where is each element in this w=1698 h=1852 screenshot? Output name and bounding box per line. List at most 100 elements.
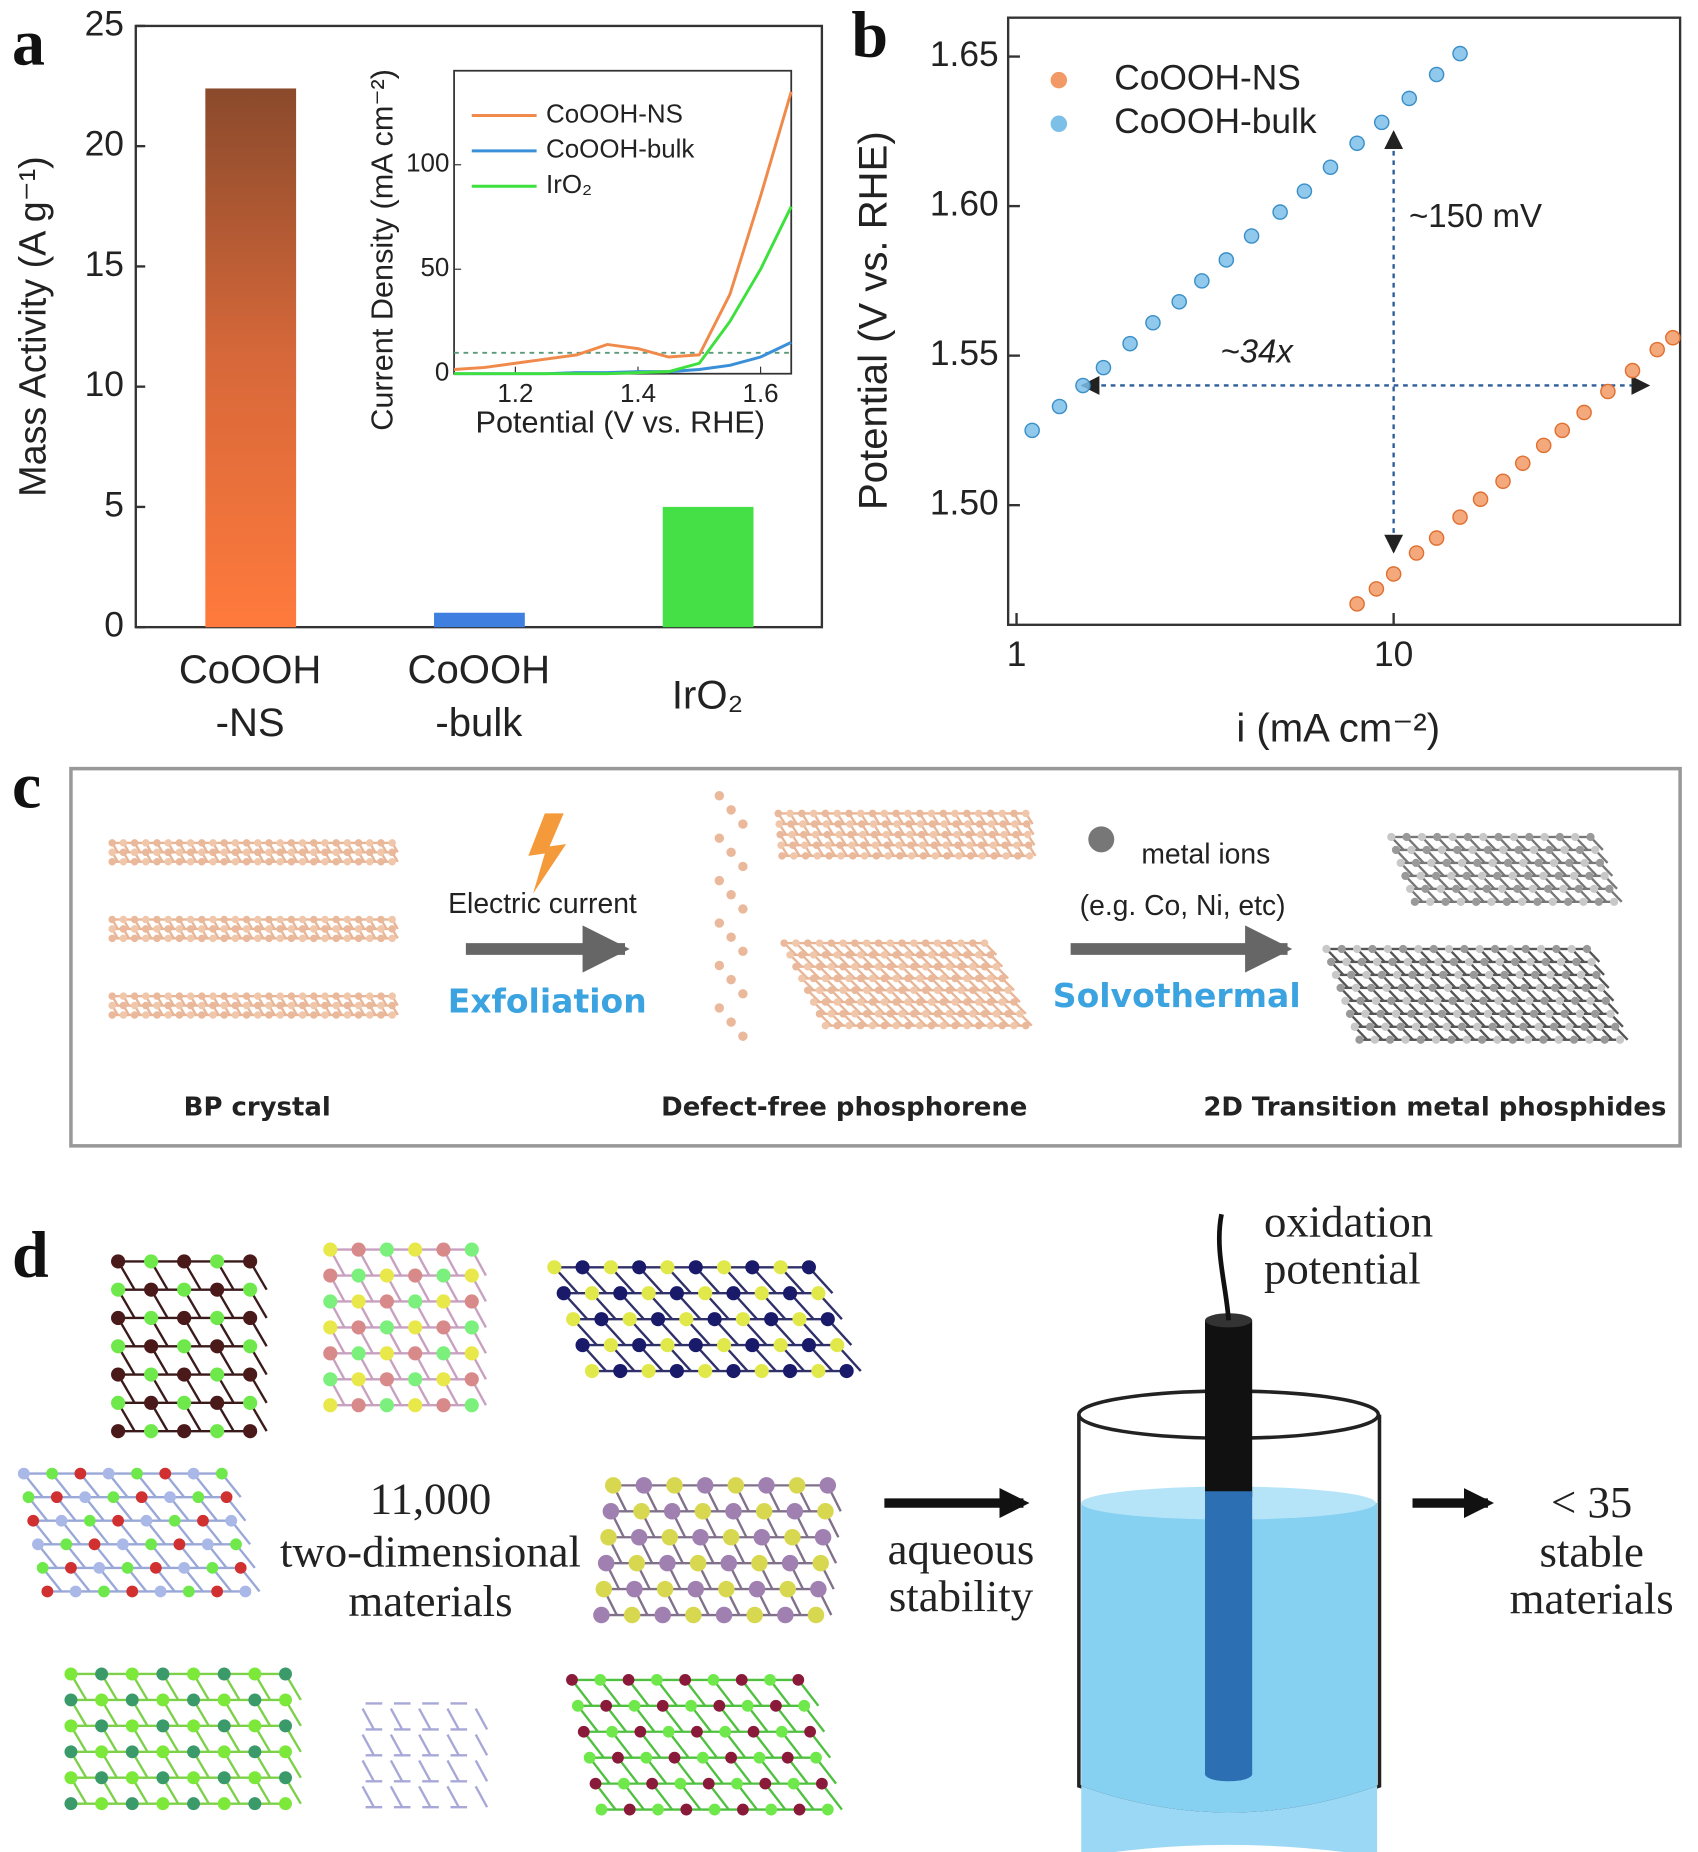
atom <box>823 830 832 839</box>
atom <box>1408 970 1417 980</box>
x-tick-label: 1.4 <box>620 380 656 408</box>
atom <box>65 1561 77 1574</box>
atom <box>1407 845 1416 855</box>
atom <box>1567 944 1576 954</box>
atom <box>641 1363 656 1379</box>
x-axis-label: Potential (V vs. RHE) <box>476 405 765 439</box>
atom <box>186 848 195 857</box>
atom <box>945 962 953 971</box>
atom <box>353 1697 366 1710</box>
atom <box>880 951 889 959</box>
atom <box>1000 830 1008 839</box>
atom <box>1431 871 1441 881</box>
atom <box>698 1286 713 1301</box>
atom <box>1327 957 1336 967</box>
atom <box>650 1312 666 1327</box>
atom <box>186 934 195 943</box>
atom <box>410 1775 423 1788</box>
atom <box>718 1580 735 1598</box>
atom <box>892 1021 900 1030</box>
atom <box>108 925 116 933</box>
atom <box>830 1338 845 1353</box>
atom <box>220 1011 228 1019</box>
atom <box>379 1242 394 1257</box>
atom <box>210 1310 225 1326</box>
atom <box>845 974 853 983</box>
atom <box>279 1745 292 1759</box>
atom <box>957 1010 965 1018</box>
atom <box>156 1797 170 1811</box>
atom <box>130 992 139 1000</box>
atom <box>921 1010 930 1018</box>
atom <box>753 1751 766 1764</box>
atom <box>918 841 927 850</box>
atom <box>1571 832 1580 842</box>
atom <box>287 915 296 924</box>
atom <box>1463 832 1473 842</box>
atom <box>1540 832 1549 842</box>
y-tick-label: 0 <box>104 606 124 645</box>
atom <box>323 1398 338 1413</box>
atom <box>287 934 296 943</box>
atom <box>556 1286 571 1301</box>
atom <box>248 1693 262 1707</box>
atom <box>332 1011 340 1019</box>
atom <box>809 974 818 983</box>
atom <box>254 925 262 933</box>
atom <box>125 1797 139 1811</box>
atom <box>696 1751 709 1764</box>
atom <box>1589 884 1599 893</box>
atom <box>989 841 998 850</box>
atom <box>464 1242 479 1257</box>
atom <box>343 1011 352 1019</box>
atom <box>265 1011 273 1019</box>
atom <box>131 1467 143 1480</box>
point <box>1472 491 1489 507</box>
atom <box>1606 1009 1615 1018</box>
label: materials <box>1510 1574 1674 1624</box>
atom <box>915 1021 924 1030</box>
atom <box>323 1242 338 1257</box>
atom <box>755 1503 773 1520</box>
atom <box>921 939 930 947</box>
atom <box>1422 1009 1431 1018</box>
atom <box>1350 1022 1359 1031</box>
atom <box>95 1667 109 1681</box>
atom <box>1024 841 1033 850</box>
x-tick-label: 10 <box>1374 635 1413 674</box>
atom <box>1525 832 1534 842</box>
atom <box>892 951 900 959</box>
atom <box>1443 983 1452 993</box>
atom <box>438 1723 451 1736</box>
atom <box>904 1021 912 1030</box>
atom <box>209 857 217 866</box>
atom <box>354 925 363 933</box>
atom <box>1499 1009 1508 1018</box>
atom <box>220 915 228 924</box>
atom <box>354 839 363 847</box>
inset-frame <box>453 69 793 375</box>
atom <box>883 841 891 850</box>
atom <box>1387 996 1396 1005</box>
atom <box>1483 1009 1493 1018</box>
label: 11,000 <box>370 1473 492 1523</box>
atom <box>243 1282 258 1297</box>
atom <box>1347 970 1356 980</box>
atom <box>815 1777 828 1790</box>
atom <box>894 830 902 839</box>
atom <box>825 852 833 860</box>
atom <box>377 857 385 866</box>
atom <box>1457 858 1467 868</box>
atom <box>1615 1035 1625 1044</box>
atom <box>108 992 116 1000</box>
atom <box>874 986 883 995</box>
atom <box>1449 957 1458 967</box>
label: potential <box>1264 1243 1421 1293</box>
atom <box>351 1268 366 1283</box>
atom <box>1529 845 1539 855</box>
atom <box>1569 1035 1579 1044</box>
atom <box>1601 996 1610 1005</box>
atom <box>1500 970 1509 980</box>
atom <box>343 992 352 1000</box>
atom <box>628 1554 646 1572</box>
